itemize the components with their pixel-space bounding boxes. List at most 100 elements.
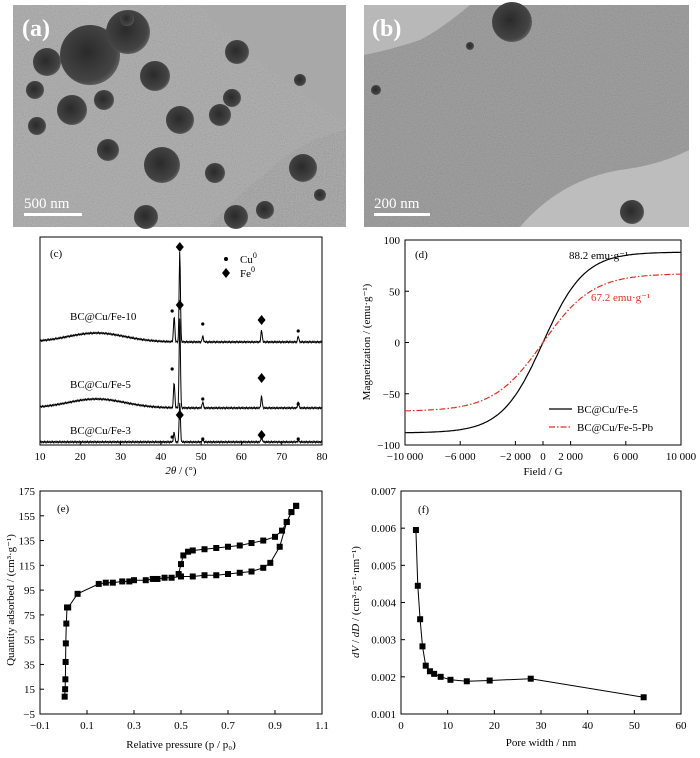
chart-c-xtick-label: 70 (276, 451, 288, 463)
adsorption-point (168, 574, 175, 581)
adsorption-point (109, 579, 116, 586)
chart-c-panel-label: (c) (50, 248, 63, 260)
chart-d-xtick-label: 2 000 (558, 451, 583, 463)
pore-point (426, 668, 433, 675)
desorption-point (236, 542, 243, 549)
xrd-series-label: BC@Cu/Fe-10 (70, 311, 137, 323)
chart-e-isotherm: (e) −0.1 0.1 0.3 0.5 0.7 0.9 1.1 −5 15 35 55 75 95 11… (5, 486, 329, 751)
desorption-point (201, 546, 208, 553)
chart-f-ytick-label: 0.002 (371, 672, 396, 684)
legend-cu-marker (224, 257, 228, 261)
chart-e-xtick-label: 0.1 (80, 720, 94, 732)
desorption-point (248, 540, 255, 547)
desorption-point (178, 561, 184, 568)
adsorption-point (65, 604, 72, 611)
chart-c-xtick-label: 40 (155, 451, 167, 463)
chart-e-ytick-label: 35 (24, 659, 36, 671)
legend-cu-label: Cu0 (240, 251, 257, 266)
chart-e-xtick-label: 0.7 (221, 720, 235, 732)
fe-peak-marker (175, 242, 184, 252)
legend-fe5pb-label: BC@Cu/Fe-5-Pb (577, 422, 654, 434)
adsorption-point (236, 569, 243, 576)
cu-peak-marker (201, 437, 205, 441)
chart-d-ylabel: Magnetization / (emu·g⁻¹) (361, 283, 373, 400)
chart-c-xtick-label: 30 (115, 451, 127, 463)
annotation-88-2: 88.2 emu·g⁻¹ (569, 250, 628, 262)
chart-f-ytick-label: 0.003 (371, 635, 396, 647)
legend-fe5-label: BC@Cu/Fe-5 (577, 404, 638, 416)
chart-f-xtick-label: 20 (489, 720, 501, 732)
desorption-point (185, 548, 192, 555)
annotation-67-2: 67.2 emu·g⁻¹ (591, 292, 650, 304)
chart-e-xtick-label: −0.1 (30, 720, 50, 732)
pore-point (419, 643, 426, 650)
desorption-line (178, 505, 297, 575)
desorption-point (279, 527, 286, 534)
chart-f-ytick-label: 0.005 (371, 560, 396, 572)
desorption-point (180, 552, 187, 559)
adsorption-point (131, 577, 137, 584)
pore-point (412, 527, 419, 534)
adsorption-point (62, 658, 69, 665)
chart-c-xtick-label: 10 (35, 451, 47, 463)
chart-c-xrd: (c) 10 20 30 40 50 60 70 80 BC@Cu/Fe-10 BC@Cu/Fe… (35, 236, 329, 477)
chart-e-ytick-label: 175 (19, 486, 36, 498)
chart-f-xtick-label: 10 (442, 720, 454, 732)
chart-c-legend: Cu0 Fe0 (222, 251, 257, 280)
chart-f-xtick-label: 30 (536, 720, 548, 732)
pore-line (415, 529, 644, 698)
chart-d-xtick-label: −2 000 (500, 451, 531, 463)
adsorption-point (62, 676, 69, 683)
adsorption-point (225, 571, 231, 578)
fe-peak-marker (257, 373, 266, 383)
adsorption-point (61, 693, 68, 700)
chart-c-xtick-label: 80 (317, 451, 329, 463)
adsorption-point (95, 580, 102, 587)
adsorption-point (62, 686, 69, 693)
desorption-point (213, 544, 220, 551)
adsorption-point (119, 578, 126, 585)
chart-e-ytick-label: 55 (24, 635, 36, 647)
adsorption-point (248, 568, 255, 575)
chart-f-xtick-label: 0 (398, 720, 404, 732)
chart-f-xtick-label: 50 (629, 720, 641, 732)
adsorption-point (267, 559, 274, 566)
desorption-point (175, 571, 182, 578)
xrd-series-label: BC@Cu/Fe-5 (70, 379, 131, 391)
chart-f-panel-label: (f) (418, 504, 429, 516)
cu-peak-marker (296, 437, 300, 441)
chart-e-ytick-label: 155 (19, 511, 36, 523)
chart-e-ytick-label: 15 (24, 684, 36, 696)
scale-bar-a (24, 213, 82, 216)
cu-peak-marker (170, 367, 174, 371)
chart-e-ytick-label: −5 (23, 709, 35, 721)
chart-e-ytick-label: 135 (19, 536, 36, 548)
desorption-point (225, 543, 231, 550)
pore-point (437, 673, 444, 680)
fe-peak-marker (257, 430, 266, 440)
chart-e-xtick-label: 0.5 (174, 720, 188, 732)
cu-peak-marker (170, 435, 174, 439)
chart-f-ytick-label: 0.004 (371, 598, 396, 610)
desorption-point (272, 533, 278, 540)
pore-point (431, 670, 438, 677)
tem-image-b: (b) 200 nm (364, 2, 689, 227)
desorption-point (288, 509, 295, 516)
chart-d-xtick-label: −10 000 (387, 451, 424, 463)
chart-f-xlabel: Pore width / nm (506, 737, 577, 749)
adsorption-point (213, 572, 220, 579)
cu-peak-marker (201, 322, 205, 326)
chart-d-xtick-label: −6 000 (445, 451, 476, 463)
chart-d-xtick-label: 6 000 (613, 451, 638, 463)
chart-e-xlabel: Relative pressure (p / p₀) (126, 739, 236, 751)
chart-d-xtick-label: 0 (540, 451, 546, 463)
mh-curve-1 (405, 273, 681, 412)
chart-d-ytick-label: −100 (377, 440, 400, 452)
adsorption-point (62, 640, 69, 647)
chart-f-ylabel: dV / dD / (cm³·g⁻¹·nm⁻¹) (350, 546, 362, 658)
chart-e-xtick-label: 0.9 (268, 720, 282, 732)
desorption-point (293, 502, 300, 509)
pore-point (463, 678, 470, 685)
pore-point (527, 675, 534, 682)
